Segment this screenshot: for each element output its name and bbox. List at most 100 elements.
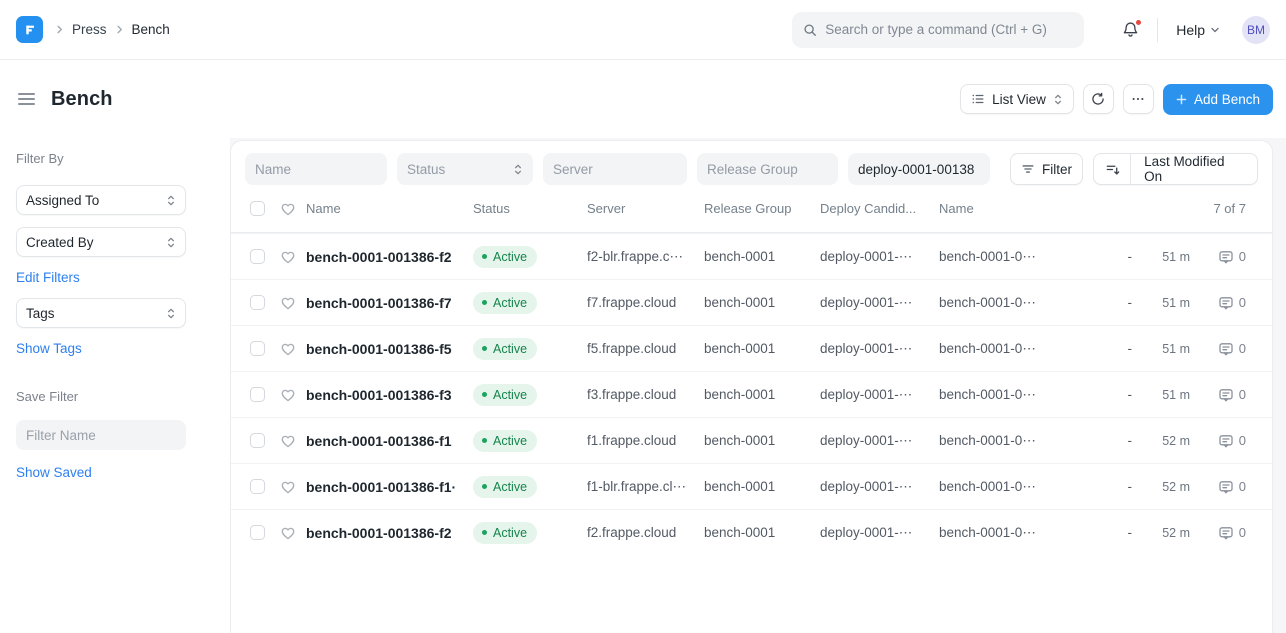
release-group-cell: bench-0001 [704,387,776,402]
heart-icon [281,343,295,355]
page-title: Bench [51,87,113,110]
frappe-logo[interactable] [16,16,43,43]
comment-count-value: 0 [1238,341,1246,356]
chevron-right-icon [116,25,122,34]
deploy-candidate-cell: deploy-0001-⋯ [820,340,913,356]
status-label: Active [493,249,528,264]
status-dot [482,438,487,443]
bench-list-card: Name Status Server Release Group deploy-0001… [230,140,1273,633]
comment-count: 0 [1190,479,1246,495]
comment-count-value: 0 [1238,295,1246,310]
edit-filters-link[interactable]: Edit Filters [16,270,80,285]
status-dot [482,300,487,305]
list-filter-name[interactable]: Name [245,153,387,185]
favorite-toggle[interactable] [280,433,306,449]
heart-icon [281,251,295,263]
avatar[interactable]: BM [1242,15,1270,44]
last-modified-cell: 51 m [1162,341,1190,356]
column-header-name[interactable]: Name [306,201,341,216]
filter-button[interactable]: Filter [1010,153,1083,185]
status-dot [482,484,487,489]
notifications-button[interactable] [1118,17,1143,42]
column-header-status[interactable]: Status [473,201,510,216]
bench-name: bench-0001-001386-f7 [306,294,452,311]
breadcrumb-press[interactable]: Press [72,22,107,37]
last-modified-cell: 52 m [1162,525,1190,540]
row-checkbox[interactable] [250,249,265,264]
status-label: Active [493,433,528,448]
column-header-deploy-candidate[interactable]: Deploy Candid... [820,201,917,216]
table-row[interactable]: bench-0001-001386-f7 Active f7.frappe.clou… [231,279,1272,325]
search-input[interactable] [825,22,1074,37]
list-view-icon [972,94,984,104]
tags-select[interactable]: Tags [16,298,186,328]
filter-value: deploy-0001-00138 [858,161,975,177]
filter-placeholder: Name [255,161,292,177]
deploy-candidate-cell: deploy-0001-⋯ [820,386,913,402]
sidebar-toggle-button[interactable] [16,89,37,109]
status-dot [482,346,487,351]
more-options-button[interactable] [1122,84,1154,114]
table-row[interactable]: bench-0001-001386-f3 Active f3.frappe.clou… [231,371,1272,417]
status-cell: Active [473,521,587,544]
favorite-toggle[interactable] [280,479,306,495]
breadcrumb-bench[interactable]: Bench [131,22,170,37]
refresh-icon [1092,92,1105,105]
refresh-button[interactable] [1082,84,1114,114]
row-checkbox[interactable] [250,479,265,494]
empty-value-cell: - [1127,525,1133,540]
table-row[interactable]: bench-0001-001386-f1· Active f1-blr.frappe… [231,463,1272,509]
assigned-to-select[interactable]: Assigned To [16,185,186,215]
assigned-to-label: Assigned To [26,192,100,208]
column-header-release-group[interactable]: Release Group [704,201,792,216]
comment-count-value: 0 [1238,387,1246,402]
name2-cell: bench-0001-0⋯ [939,294,1036,310]
status-badge: Active [473,475,538,498]
table-row[interactable]: bench-0001-001386-f5 Active f5.frappe.clou… [231,325,1272,371]
column-header-server[interactable]: Server [587,201,626,216]
filter-sidebar: Filter By Assigned To Created By Edit Fi… [0,138,230,633]
list-filter-server[interactable]: Server [543,153,687,185]
add-bench-button[interactable]: Add Bench [1162,83,1273,115]
row-checkbox[interactable] [250,387,265,402]
row-checkbox[interactable] [250,433,265,448]
row-checkbox[interactable] [250,341,265,356]
global-search[interactable] [792,11,1085,48]
table-row[interactable]: bench-0001-001386-f1 Active f1.frappe.clou… [231,417,1272,463]
favorite-toggle[interactable] [280,525,306,541]
ellipsis-icon [1133,97,1144,101]
row-checkbox[interactable] [250,295,265,310]
select-all-checkbox[interactable] [250,201,265,216]
filter-name-input[interactable] [16,420,186,450]
help-menu[interactable]: Help [1176,22,1220,38]
table-row[interactable]: bench-0001-001386-f2 Active f2.frappe.clou… [231,509,1272,555]
view-selector-button[interactable]: List View [960,84,1074,114]
filter-by-label: Filter By [16,151,64,166]
favorite-toggle[interactable] [280,341,306,357]
favorite-toggle[interactable] [280,249,306,265]
favorite-toggle[interactable] [280,387,306,403]
deploy-candidate-cell: deploy-0001-⋯ [820,478,913,494]
row-checkbox[interactable] [250,525,265,540]
list-filter-status[interactable]: Status [397,153,533,185]
show-tags-link[interactable]: Show Tags [16,341,82,356]
comment-count-value: 0 [1238,249,1246,264]
column-header-name2[interactable]: Name [939,201,974,216]
bench-name: bench-0001-001386-f5 [306,340,452,357]
favorite-toggle[interactable] [280,295,306,311]
view-selector-label: List View [992,91,1046,107]
comment-count: 0 [1190,341,1246,357]
avatar-initials: BM [1247,22,1265,37]
sort-direction-button[interactable] [1094,154,1130,184]
table-row[interactable]: bench-0001-001386-f2 Active f2-blr.frappe.… [231,233,1272,279]
status-badge: Active [473,291,538,314]
filter-placeholder: Server [553,161,593,177]
list-filter-deploy-candidate[interactable]: deploy-0001-00138 [848,153,990,185]
list-filter-release-group[interactable]: Release Group [697,153,838,185]
created-by-select[interactable]: Created By [16,227,186,257]
name2-cell: bench-0001-0⋯ [939,340,1036,356]
comment-count: 0 [1190,525,1246,541]
show-saved-link[interactable]: Show Saved [16,465,92,480]
sort-field-button[interactable]: Last Modified On [1131,154,1257,184]
release-group-cell: bench-0001 [704,479,776,494]
